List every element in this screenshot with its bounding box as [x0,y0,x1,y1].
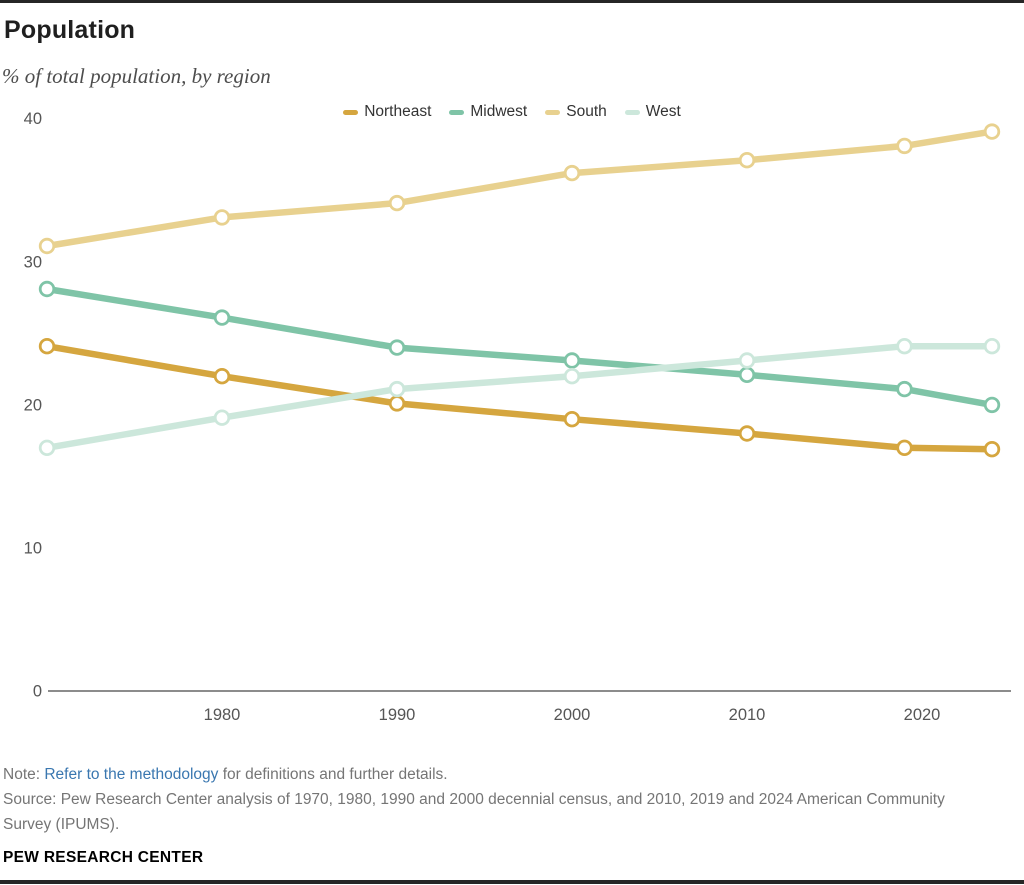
x-tick-label: 2000 [554,706,591,724]
legend-swatch-icon [343,109,359,115]
data-point-south [738,151,756,169]
data-point-west [983,338,1001,355]
data-point-northeast [388,395,406,412]
y-tick-label: 0 [33,683,42,701]
chart-subtitle: % of total population, by region [2,64,271,88]
legend-swatch-icon [545,109,561,115]
data-point-west [563,368,581,385]
data-point-west [38,439,56,457]
legend-label: West [645,103,681,120]
data-point-northeast [896,439,913,457]
note-prefix: Note: [3,766,45,783]
data-point-south [563,164,581,182]
legend-label: Northeast [364,103,432,120]
legend-swatch-icon [449,109,465,115]
data-point-south [983,123,1001,140]
series-line-west [43,342,996,452]
brand-wordmark: PEW RESEARCH CENTER [3,849,204,866]
series-line-northeast [43,342,996,453]
data-point-south [213,209,231,226]
top-divider [0,0,1024,3]
legend-item-south: South [545,103,607,121]
data-point-south [38,237,56,255]
data-point-west [738,352,756,369]
data-point-midwest [38,280,56,298]
x-tick-label: 1990 [379,706,416,724]
data-point-west [896,338,913,355]
data-point-northeast [38,338,56,355]
data-point-midwest [388,339,406,356]
y-tick-label: 10 [24,539,42,557]
note-text: Note: Refer to the methodology for defin… [3,762,448,787]
page-title: Population [4,16,136,44]
series-line-midwest [43,285,996,409]
y-tick-label: 30 [24,253,42,271]
data-point-midwest [983,396,1001,414]
bottom-divider [0,880,1024,884]
data-point-northeast [563,411,581,428]
legend-item-northeast: Northeast [343,103,431,121]
data-point-midwest [738,366,756,384]
legend: Northeast Midwest South West [0,103,1024,121]
data-point-south [388,194,406,212]
source-text: Source: Pew Research Center analysis of … [3,791,945,833]
y-tick-label: 20 [24,396,42,414]
note-suffix: for definitions and further details. [218,766,448,783]
y-tick-label: 40 [24,110,42,128]
x-tick-label: 2020 [904,706,941,724]
data-point-northeast [983,441,1001,458]
methodology-link[interactable]: Refer to the methodology [44,766,219,783]
legend-label: Midwest [470,103,528,120]
line-chart: 0 10 20 30 40 1980 1990 2000 2010 2020 [24,110,1011,724]
data-point-northeast [213,368,231,385]
data-point-midwest [896,380,913,398]
data-point-northeast [738,425,756,442]
data-point-south [896,137,913,155]
x-tick-label: 1980 [204,706,241,724]
data-point-midwest [213,309,231,326]
data-point-west [388,380,406,398]
data-point-midwest [563,352,581,369]
legend-item-midwest: Midwest [449,103,527,121]
data-point-west [213,409,231,426]
legend-item-west: West [624,103,681,121]
legend-label: South [566,103,607,120]
series-line-south [43,128,996,250]
legend-swatch-icon [624,109,640,115]
x-tick-label: 2010 [729,706,766,724]
